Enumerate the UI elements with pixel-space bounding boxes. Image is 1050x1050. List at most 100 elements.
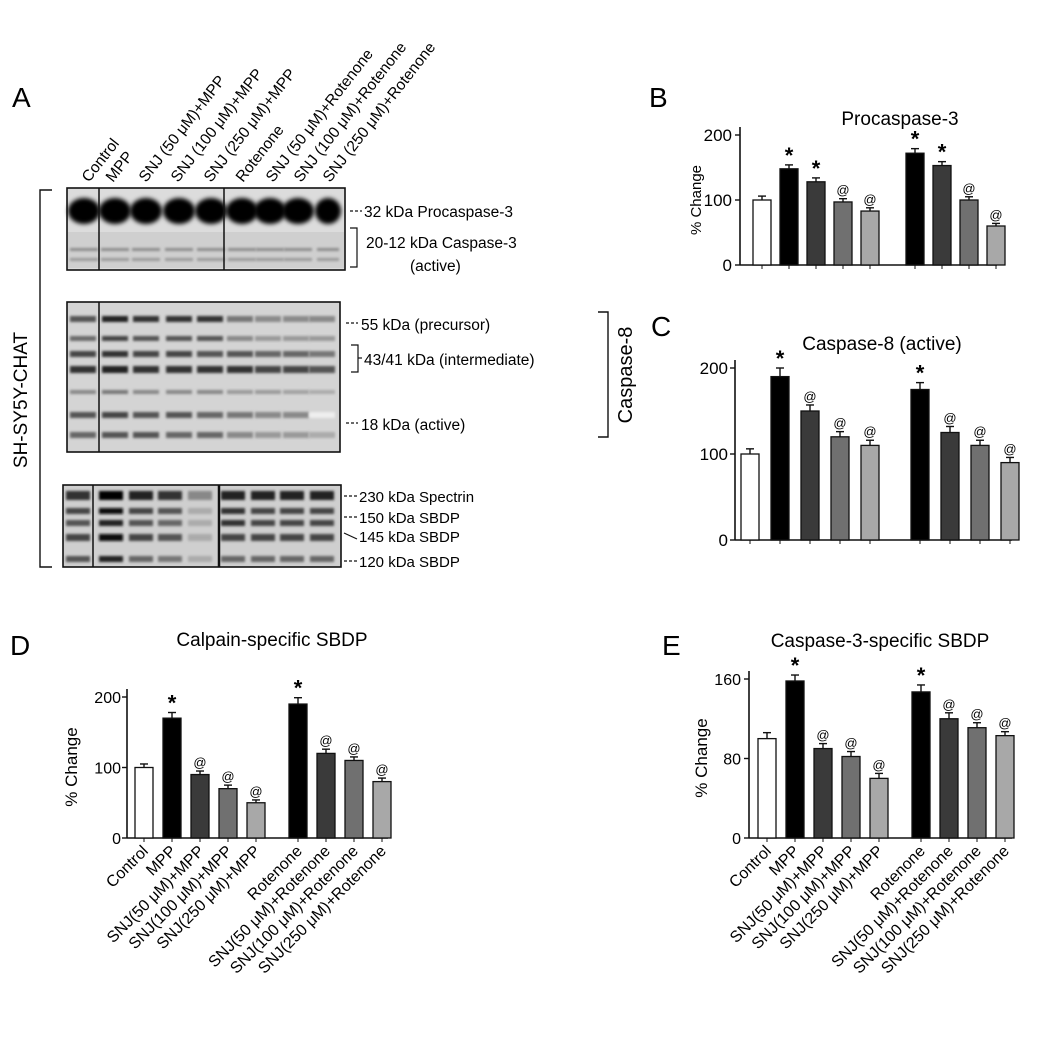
bar [813, 747, 833, 839]
western-band [129, 491, 153, 500]
western-band [283, 412, 309, 418]
significance-at: @ [863, 192, 876, 207]
western-band [227, 432, 253, 438]
western-band [317, 258, 339, 261]
significance-at: @ [844, 736, 857, 751]
bar [162, 717, 182, 839]
western-band [197, 351, 223, 357]
western-band [133, 412, 159, 418]
panel-e-letter: E [662, 630, 681, 661]
western-band [227, 366, 253, 373]
band-label: 18 kDa (active) [361, 417, 465, 434]
western-band [280, 534, 304, 541]
western-band [309, 351, 335, 357]
western-band [309, 316, 335, 322]
western-band [133, 390, 159, 394]
western-band [251, 556, 275, 562]
significance-star: * [168, 691, 177, 716]
western-band [255, 351, 281, 357]
significance-at: @ [970, 707, 983, 722]
western-band [315, 198, 341, 224]
cell-line-label: SH-SY5Y-CHAT [11, 332, 32, 469]
western-band [133, 351, 159, 357]
y-axis-label: % Change [692, 718, 711, 797]
bar [740, 453, 760, 541]
western-band [166, 432, 192, 438]
western-band [70, 316, 96, 322]
bar [785, 680, 805, 839]
western-band [99, 556, 123, 562]
band-pointer [343, 532, 358, 540]
significance-star: * [911, 127, 920, 152]
western-band [101, 248, 129, 251]
western-band [310, 520, 334, 526]
western-band [166, 412, 192, 418]
significance-at: @ [249, 784, 262, 799]
western-band [101, 258, 129, 261]
western-band [228, 258, 256, 261]
bar [806, 181, 826, 266]
western-band [66, 534, 90, 541]
significance-star: * [812, 156, 821, 181]
western-band [221, 508, 245, 514]
y-tick-label: 0 [719, 531, 728, 550]
panel-b-letter: B [649, 82, 668, 113]
western-band [99, 508, 123, 514]
western-band [188, 534, 212, 541]
blot-1-bands [68, 198, 341, 261]
western-band [221, 491, 245, 500]
significance-at: @ [962, 181, 975, 196]
western-band [251, 534, 275, 541]
bar [757, 737, 777, 839]
y-axis-label: % Change [62, 727, 81, 806]
western-band [226, 198, 258, 224]
bar [1000, 461, 1020, 541]
western-band [99, 491, 123, 500]
blot-2-frame [66, 301, 341, 453]
western-band [158, 556, 182, 562]
western-band [70, 351, 96, 357]
western-band [99, 534, 123, 541]
western-band [129, 534, 153, 541]
western-band [255, 316, 281, 322]
western-band [133, 336, 159, 341]
western-band [282, 198, 314, 224]
bar [372, 780, 392, 839]
y-tick-label: 0 [732, 831, 741, 848]
western-band [166, 366, 192, 373]
cell-line-bracket [39, 189, 52, 568]
western-band [66, 520, 90, 526]
western-band [99, 198, 131, 224]
chart-title: Procaspase-3 [841, 109, 958, 130]
bar [939, 718, 959, 839]
western-band [221, 534, 245, 541]
significance-at: @ [943, 410, 956, 425]
caspase-8-bracket [598, 311, 609, 438]
western-band [283, 351, 309, 357]
western-band [133, 316, 159, 322]
y-axis-label: % Change [688, 165, 705, 235]
western-band [197, 412, 223, 418]
western-band [283, 336, 309, 341]
bar [911, 691, 931, 839]
y-tick-label: 0 [112, 831, 121, 848]
panel-a-letter: A [12, 82, 31, 113]
western-band [310, 491, 334, 500]
bar [970, 444, 990, 541]
bar [134, 766, 154, 839]
western-band [158, 520, 182, 526]
band-bracket [351, 344, 359, 373]
western-band [280, 520, 304, 526]
significance-star: * [776, 346, 785, 371]
western-band [227, 316, 253, 322]
chart-d-calpain-sbdp: Calpain-specific SBDP % Change 0 100 200 * @ @ @… [62, 630, 392, 977]
bar [869, 777, 889, 839]
western-band [310, 508, 334, 514]
significance-at: @ [989, 207, 1002, 222]
western-band [102, 351, 128, 357]
western-band [197, 316, 223, 322]
western-band [70, 366, 96, 373]
western-band [102, 366, 128, 373]
western-band [256, 258, 284, 261]
